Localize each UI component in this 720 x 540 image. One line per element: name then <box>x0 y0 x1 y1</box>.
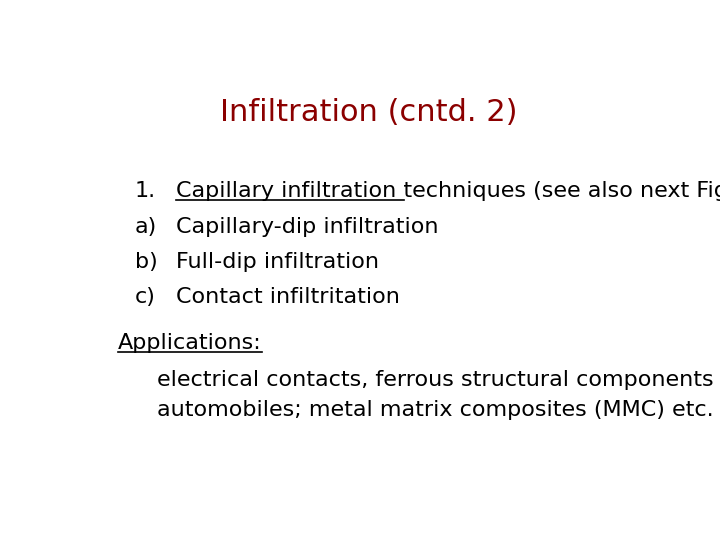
Text: Contact infiltritation: Contact infiltritation <box>176 287 400 307</box>
Text: Infiltration (cntd. 2): Infiltration (cntd. 2) <box>220 98 518 127</box>
Text: c): c) <box>135 287 156 307</box>
Text: 1.: 1. <box>135 181 156 201</box>
Text: automobiles; metal matrix composites (MMC) etc.: automobiles; metal matrix composites (MM… <box>157 400 714 420</box>
Text: Capillary infiltration techniques (see also next Fig.): Capillary infiltration techniques (see a… <box>176 181 720 201</box>
Text: a): a) <box>135 217 157 237</box>
Text: b): b) <box>135 252 158 272</box>
Text: Full-dip infiltration: Full-dip infiltration <box>176 252 379 272</box>
Text: electrical contacts, ferrous structural components for: electrical contacts, ferrous structural … <box>157 370 720 390</box>
Text: Applications:: Applications: <box>118 333 261 353</box>
Text: Capillary-dip infiltration: Capillary-dip infiltration <box>176 217 439 237</box>
